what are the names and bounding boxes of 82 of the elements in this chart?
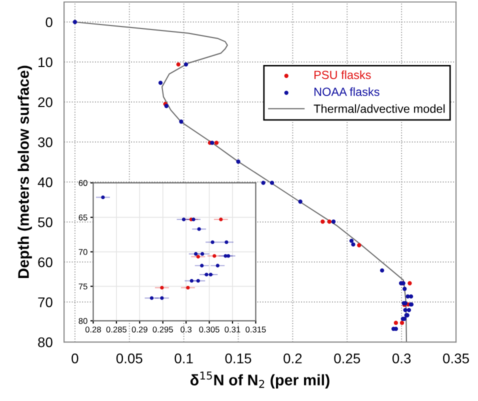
y-tick-label: 40 [38,177,52,188]
point [408,281,412,286]
y-tick-label: 80 [38,337,52,348]
y-tick-label: 60 [78,180,88,186]
point [196,278,200,283]
legend-label: Thermal/advective model [314,104,445,113]
y-tick-label: 65 [78,214,88,220]
legend-label: PSU flasks [314,70,371,80]
x-tick-label: 0.29 [132,326,148,332]
x-tick-label: 0.2 [284,354,302,364]
point [196,254,200,258]
point [197,227,201,231]
y-tick-label: 70 [38,297,52,308]
point [184,62,188,66]
point [186,286,190,290]
x-tick-label: 0.31 [224,326,240,332]
point [403,308,408,312]
y-tick-label: 50 [38,217,52,228]
x-tick-label: 0.05 [116,354,142,364]
legend-label: NOAA flasks [314,87,380,96]
point [298,200,302,204]
point [270,180,274,185]
point [320,220,325,224]
point [194,252,198,256]
point [402,286,407,291]
point [160,286,164,290]
point [210,140,214,145]
point [208,272,213,276]
point [190,278,194,283]
point [214,140,219,145]
point [394,320,398,325]
x-tick-label: 0.3 [392,354,411,364]
point [212,254,216,258]
x-tick-label: 0.1 [174,354,193,364]
x-tick-label: 0.15 [225,354,252,364]
point [179,120,184,124]
x-tick-label: 0.25 [334,354,360,364]
point [182,218,186,222]
point [150,296,154,300]
y-tick-label: 75 [78,284,88,290]
point [357,243,362,248]
point [349,238,354,243]
point [236,160,240,164]
point [200,252,204,256]
y-axis-title: Depth (meters below surface) [18,66,32,278]
point [216,264,220,268]
y-tick-label: 70 [78,249,88,255]
y-tick-label: 60 [38,257,52,268]
x-tick-label: 0.285 [106,326,127,332]
y-tick-label: 80 [78,318,88,324]
point [160,296,164,300]
x-tick-label: 0 [72,354,78,364]
point [204,272,208,276]
point [210,240,214,244]
y-tick-label: 0 [46,17,52,28]
point [101,196,105,200]
point [406,308,412,312]
point [351,242,356,247]
y-tick-label: 10 [38,57,52,68]
point [72,20,78,24]
x-tick-label: 0.295 [152,326,173,332]
y-tick-label: 30 [38,137,52,148]
x-tick-label: 0.35 [443,354,469,364]
x-tick-label: 0.28 [85,326,101,332]
point [380,268,384,273]
point [331,220,336,224]
y-tick-label: 20 [38,97,52,108]
x-tick-label: 0.3 [180,326,192,332]
x-tick-label: 0.305 [199,326,220,332]
point [226,254,230,258]
point [261,180,266,185]
point [200,264,204,268]
x-tick-label: 0.315 [246,326,266,332]
x-axis-title: δ$^{15}$N of N$_{2}$ (per mil) [190,372,330,388]
point [408,294,414,299]
point [224,240,228,244]
point [192,218,196,222]
point [219,218,223,222]
point [327,220,332,224]
point [400,320,404,325]
point [158,80,163,85]
point [176,62,180,66]
